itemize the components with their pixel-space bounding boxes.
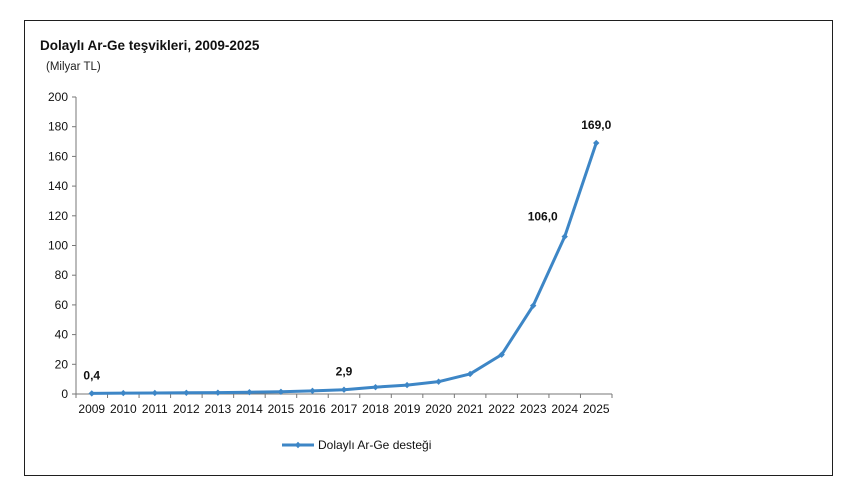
series-line xyxy=(91,142,598,395)
data-point xyxy=(88,390,95,397)
data-label: 169,0 xyxy=(581,118,611,132)
y-tick-label: 20 xyxy=(55,357,69,371)
x-tick-label: 2013 xyxy=(205,402,232,416)
y-tick-label: 200 xyxy=(48,90,68,104)
data-point xyxy=(183,389,190,397)
y-tick-label: 120 xyxy=(48,209,68,223)
chart-title: Dolaylı Ar-Ge teşvikleri, 2009-2025 xyxy=(40,38,260,53)
data-point xyxy=(120,389,127,397)
x-tick-label: 2011 xyxy=(142,402,168,416)
y-tick-label: 160 xyxy=(48,149,68,163)
data-point xyxy=(498,351,505,358)
x-tick-label: 2024 xyxy=(551,402,578,416)
data-point xyxy=(466,370,474,378)
chart-frame xyxy=(24,20,833,476)
data-point xyxy=(340,386,348,393)
x-tick-label: 2023 xyxy=(520,402,547,416)
data-label: 2,9 xyxy=(336,365,353,379)
data-label: 106,0 xyxy=(528,210,558,224)
x-tick-label: 2022 xyxy=(488,402,515,416)
x-tick-label: 2010 xyxy=(110,402,137,416)
y-tick-label: 80 xyxy=(55,268,69,282)
x-tick-label: 2025 xyxy=(583,402,610,416)
x-tick-label: 2009 xyxy=(78,402,105,416)
y-tick-label: 0 xyxy=(61,387,68,401)
y-tick-label: 40 xyxy=(55,328,69,342)
legend-label: Dolaylı Ar-Ge desteği xyxy=(318,438,431,452)
data-point xyxy=(277,388,285,395)
data-point xyxy=(529,302,537,309)
y-tick-label: 60 xyxy=(55,298,69,312)
data-point xyxy=(561,233,568,240)
x-tick-label: 2017 xyxy=(331,402,358,416)
x-tick-label: 2020 xyxy=(425,402,452,416)
x-tick-label: 2012 xyxy=(173,402,200,416)
x-tick-label: 2015 xyxy=(268,402,295,416)
x-tick-label: 2021 xyxy=(457,402,484,416)
data-point xyxy=(372,383,379,391)
x-tick-label: 2018 xyxy=(362,402,389,416)
y-tick-label: 180 xyxy=(48,120,68,134)
data-point xyxy=(435,378,442,385)
data-point xyxy=(593,139,600,147)
data-point xyxy=(309,387,316,395)
data-point xyxy=(214,389,222,396)
legend-marker xyxy=(294,441,302,449)
chart-unit-label: (Milyar TL) xyxy=(46,61,101,73)
data-label: 0,4 xyxy=(83,368,100,382)
x-tick-label: 2016 xyxy=(299,402,326,416)
data-point xyxy=(403,381,411,389)
data-point xyxy=(246,389,253,396)
data-point xyxy=(151,389,159,397)
y-tick-label: 100 xyxy=(48,239,68,253)
x-tick-label: 2019 xyxy=(394,402,421,416)
x-tick-label: 2014 xyxy=(236,402,263,416)
y-tick-label: 140 xyxy=(48,179,68,193)
